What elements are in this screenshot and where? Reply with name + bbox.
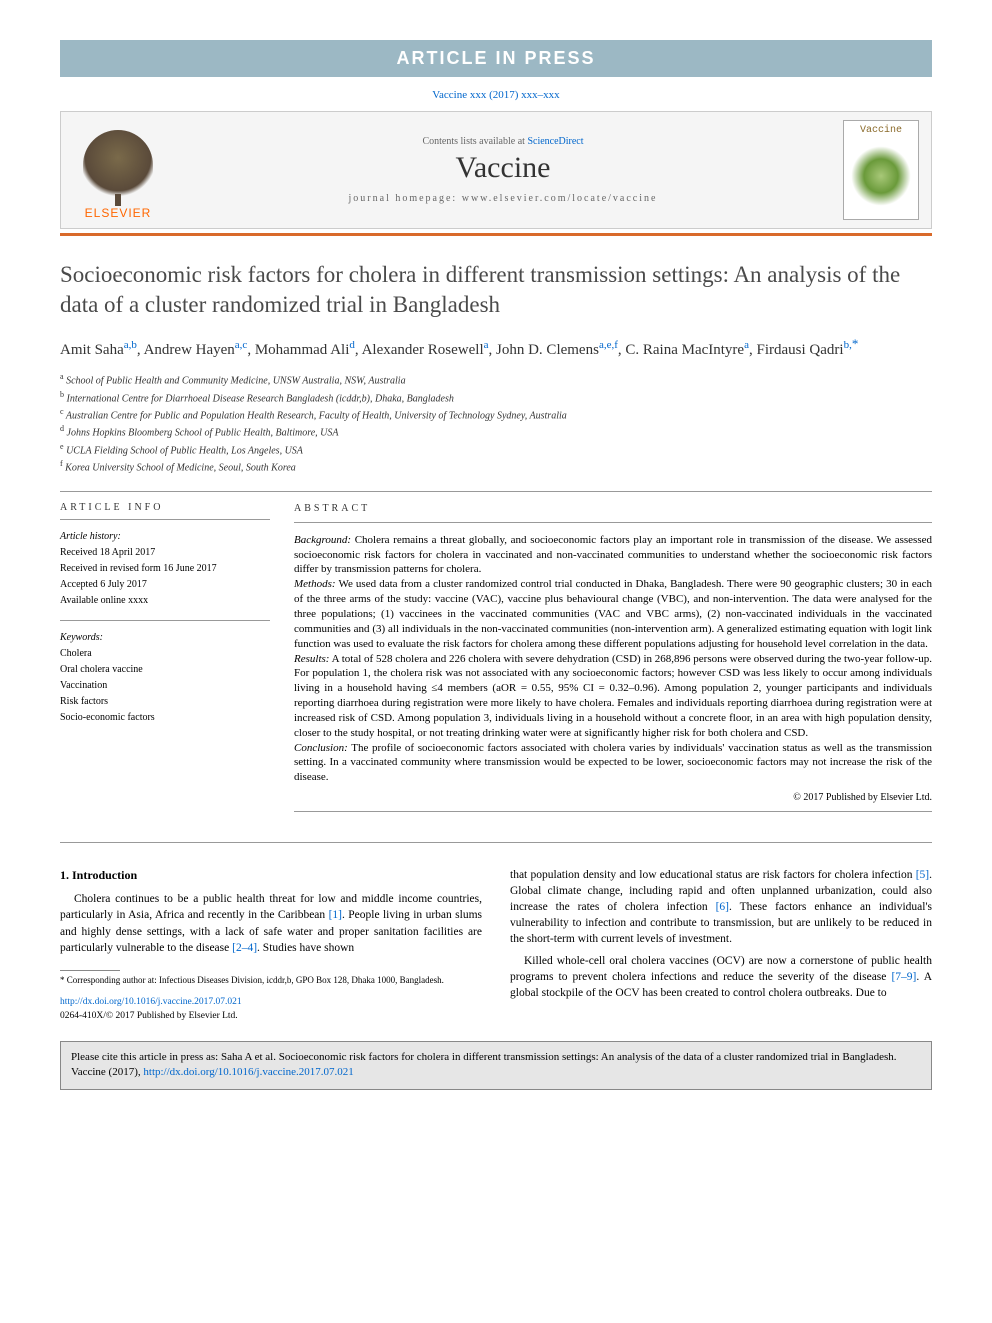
- cite-this-article-box: Please cite this article in press as: Sa…: [60, 1041, 932, 1090]
- affiliation: d Johns Hopkins Bloomberg School of Publ…: [60, 423, 932, 440]
- orange-rule: [60, 233, 932, 236]
- divider: [60, 491, 932, 492]
- history-item: Received in revised form 16 June 2017: [60, 562, 270, 576]
- author-aff: a,e,f: [599, 339, 618, 351]
- author: Mohammad Alid: [255, 342, 355, 358]
- divider: [60, 519, 270, 520]
- affiliation: f Korea University School of Medicine, S…: [60, 458, 932, 475]
- journal-name: Vaccine: [163, 151, 843, 185]
- divider: [60, 842, 932, 843]
- body-column-left: 1. Introduction Cholera continues to be …: [60, 867, 482, 1023]
- cover-label: Vaccine: [860, 125, 902, 136]
- author-aff: a: [744, 339, 749, 351]
- history-item: Available online xxxx: [60, 594, 270, 608]
- citation-ref[interactable]: [6]: [716, 901, 729, 913]
- affiliation: c Australian Centre for Public and Popul…: [60, 406, 932, 423]
- history-item: Accepted 6 July 2017: [60, 578, 270, 592]
- journal-masthead: ELSEVIER Contents lists available at Sci…: [60, 111, 932, 229]
- body-paragraph: that population density and low educatio…: [510, 867, 932, 947]
- author: Alexander Rosewella: [362, 342, 489, 358]
- body-two-columns: 1. Introduction Cholera continues to be …: [60, 867, 932, 1023]
- author: Firdausi Qadrib,*: [756, 342, 858, 358]
- affiliation: e UCLA Fielding School of Public Health,…: [60, 441, 932, 458]
- abstract-head: ABSTRACT: [294, 502, 932, 516]
- abstract-results: Results: A total of 528 cholera and 226 …: [294, 652, 932, 741]
- author-aff: b,: [844, 339, 852, 351]
- citation-ref[interactable]: [7–9]: [891, 971, 916, 983]
- keyword: Vaccination: [60, 679, 270, 693]
- issn-copyright: 0264-410X/© 2017 Published by Elsevier L…: [60, 1011, 238, 1021]
- article-in-press-banner: ARTICLE IN PRESS: [60, 40, 932, 77]
- affiliation-list: a School of Public Health and Community …: [60, 371, 932, 475]
- author: Amit Sahaa,b: [60, 342, 137, 358]
- article-title: Socioeconomic risk factors for cholera i…: [60, 260, 932, 320]
- article-info-head: ARTICLE INFO: [60, 502, 270, 513]
- abstract-conclusion: Conclusion: The profile of socioeconomic…: [294, 741, 932, 786]
- journal-cover-thumb: Vaccine: [843, 120, 919, 220]
- journal-homepage: journal homepage: www.elsevier.com/locat…: [163, 193, 843, 204]
- abstract-methods: Methods: We used data from a cluster ran…: [294, 577, 932, 651]
- citebox-doi-link[interactable]: http://dx.doi.org/10.1016/j.vaccine.2017…: [143, 1066, 353, 1078]
- affiliation: b International Centre for Diarrhoeal Di…: [60, 389, 932, 406]
- author-aff: a,c: [235, 339, 248, 351]
- body-paragraph: Killed whole-cell oral cholera vaccines …: [510, 953, 932, 1001]
- keyword: Socio-economic factors: [60, 711, 270, 725]
- citation-ref[interactable]: [1]: [329, 909, 342, 921]
- keywords-label: Keywords:: [60, 631, 270, 645]
- abstract-background: Background: Cholera remains a threat glo…: [294, 533, 932, 578]
- abstract-copyright: © 2017 Published by Elsevier Ltd.: [294, 791, 932, 805]
- author: C. Raina MacIntyrea: [625, 342, 749, 358]
- divider: [294, 811, 932, 812]
- sciencedirect-link[interactable]: ScienceDirect: [527, 136, 583, 147]
- publisher-logo: ELSEVIER: [73, 120, 163, 220]
- section-heading: 1. Introduction: [60, 867, 482, 884]
- divider: [294, 522, 932, 523]
- keyword: Cholera: [60, 647, 270, 661]
- corresponding-marker: *: [852, 336, 859, 351]
- corresponding-footnote: * Corresponding author at: Infectious Di…: [60, 975, 482, 987]
- contents-line: Contents lists available at ScienceDirec…: [163, 136, 843, 147]
- author: John D. Clemensa,e,f: [496, 342, 618, 358]
- cover-image-icon: [851, 146, 911, 206]
- abstract-column: ABSTRACT Background: Cholera remains a t…: [294, 502, 932, 821]
- doi-link[interactable]: http://dx.doi.org/10.1016/j.vaccine.2017…: [60, 997, 242, 1007]
- author-aff: d: [349, 339, 355, 351]
- doi-block: http://dx.doi.org/10.1016/j.vaccine.2017…: [60, 996, 482, 1023]
- author-list: Amit Sahaa,b, Andrew Hayena,c, Mohammad …: [60, 334, 932, 362]
- homepage-label: journal homepage:: [349, 193, 462, 204]
- author-aff: a,b: [124, 339, 137, 351]
- citation-header: Vaccine xxx (2017) xxx–xxx: [60, 89, 932, 101]
- keyword: Oral cholera vaccine: [60, 663, 270, 677]
- homepage-url: www.elsevier.com/locate/vaccine: [462, 193, 658, 204]
- elsevier-tree-icon: [83, 130, 153, 200]
- body-column-right: that population density and low educatio…: [510, 867, 932, 1023]
- citation-ref[interactable]: [5]: [916, 869, 929, 881]
- author-aff: a: [484, 339, 489, 351]
- history-item: Received 18 April 2017: [60, 546, 270, 560]
- author: Andrew Hayena,c: [144, 342, 248, 358]
- citation-ref[interactable]: [2–4]: [232, 942, 257, 954]
- history-label: Article history:: [60, 530, 270, 544]
- affiliation: a School of Public Health and Community …: [60, 371, 932, 388]
- divider: [60, 620, 270, 621]
- footnote-separator: [60, 970, 120, 971]
- body-paragraph: Cholera continues to be a public health …: [60, 891, 482, 955]
- publisher-name: ELSEVIER: [85, 206, 152, 220]
- article-info-column: ARTICLE INFO Article history: Received 1…: [60, 502, 270, 821]
- contents-prefix: Contents lists available at: [422, 136, 527, 147]
- keyword: Risk factors: [60, 695, 270, 709]
